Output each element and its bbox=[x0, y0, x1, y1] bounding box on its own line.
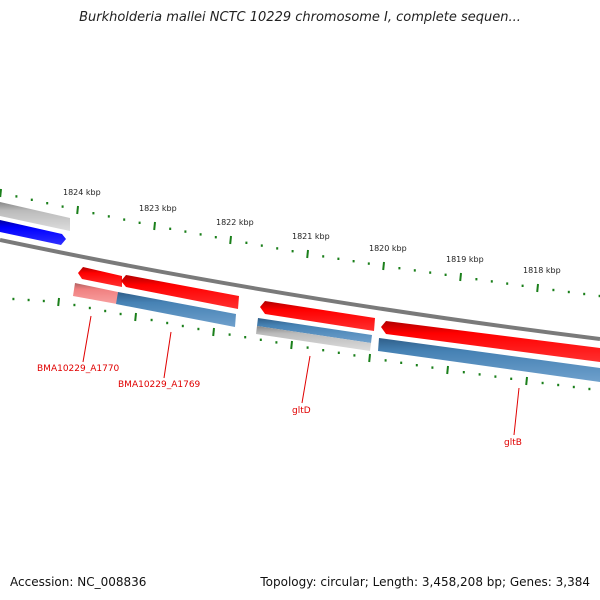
gene-arrow-BMA10229_A1770[interactable] bbox=[78, 267, 122, 287]
scale-label: 1823 kbp bbox=[139, 204, 177, 213]
major-tick bbox=[536, 283, 539, 293]
scale-label: 1818 kbp bbox=[523, 266, 561, 275]
feature-gray-bar[interactable] bbox=[0, 202, 70, 231]
gene-label[interactable]: BMA10229_A1770 bbox=[37, 364, 120, 374]
major-tick bbox=[382, 261, 385, 271]
major-tick bbox=[525, 376, 528, 386]
label-leader bbox=[513, 387, 520, 436]
gene-label[interactable]: gltD bbox=[292, 406, 311, 416]
scale-label: 1820 kbp bbox=[369, 244, 407, 253]
label-leader bbox=[82, 315, 92, 363]
major-tick bbox=[459, 272, 462, 282]
major-tick bbox=[134, 312, 137, 322]
feature-blue-arrow[interactable] bbox=[0, 220, 66, 245]
feature-gray-bar-gltD[interactable] bbox=[256, 326, 371, 351]
gene-arrow-BMA10229_A1769[interactable] bbox=[121, 275, 239, 309]
map-title: Burkholderia mallei NCTC 10229 chromosom… bbox=[79, 10, 521, 25]
chromosome-backbone bbox=[0, 238, 600, 341]
cds-bar-gltB[interactable] bbox=[378, 338, 600, 382]
major-tick bbox=[57, 297, 60, 307]
major-tick bbox=[368, 353, 371, 363]
cds-bar-gltD[interactable] bbox=[257, 318, 372, 343]
scale-label: 1819 kbp bbox=[446, 255, 484, 264]
cds-bar-BMA10229_A1769[interactable] bbox=[116, 292, 236, 327]
major-tick bbox=[306, 249, 309, 259]
label-leader bbox=[163, 331, 172, 379]
cds-bar-BMA10229_A1770[interactable] bbox=[73, 283, 118, 304]
scale-ticks-bottom bbox=[12, 297, 591, 391]
major-tick bbox=[229, 235, 232, 245]
scale-ticks-top bbox=[0, 188, 600, 298]
major-tick bbox=[76, 205, 79, 215]
scale-label: 1822 kbp bbox=[216, 218, 254, 227]
major-tick bbox=[446, 365, 449, 375]
scale-label: 1824 kbp bbox=[63, 188, 101, 197]
accession-text: Accession: NC_008836 bbox=[10, 575, 147, 589]
label-leader bbox=[301, 355, 311, 404]
gene-label[interactable]: BMA10229_A1769 bbox=[118, 380, 201, 390]
topology-summary: Topology: circular; Length: 3,458,208 bp… bbox=[260, 575, 590, 589]
gene-arrow-gltB[interactable] bbox=[381, 321, 600, 362]
gene-arrow-gltD[interactable] bbox=[260, 301, 375, 331]
major-tick bbox=[153, 221, 156, 231]
major-tick bbox=[290, 340, 293, 350]
major-tick bbox=[0, 188, 2, 198]
gene-label[interactable]: gltB bbox=[504, 438, 522, 448]
scale-label: 1821 kbp bbox=[292, 232, 330, 241]
major-tick bbox=[212, 327, 215, 337]
